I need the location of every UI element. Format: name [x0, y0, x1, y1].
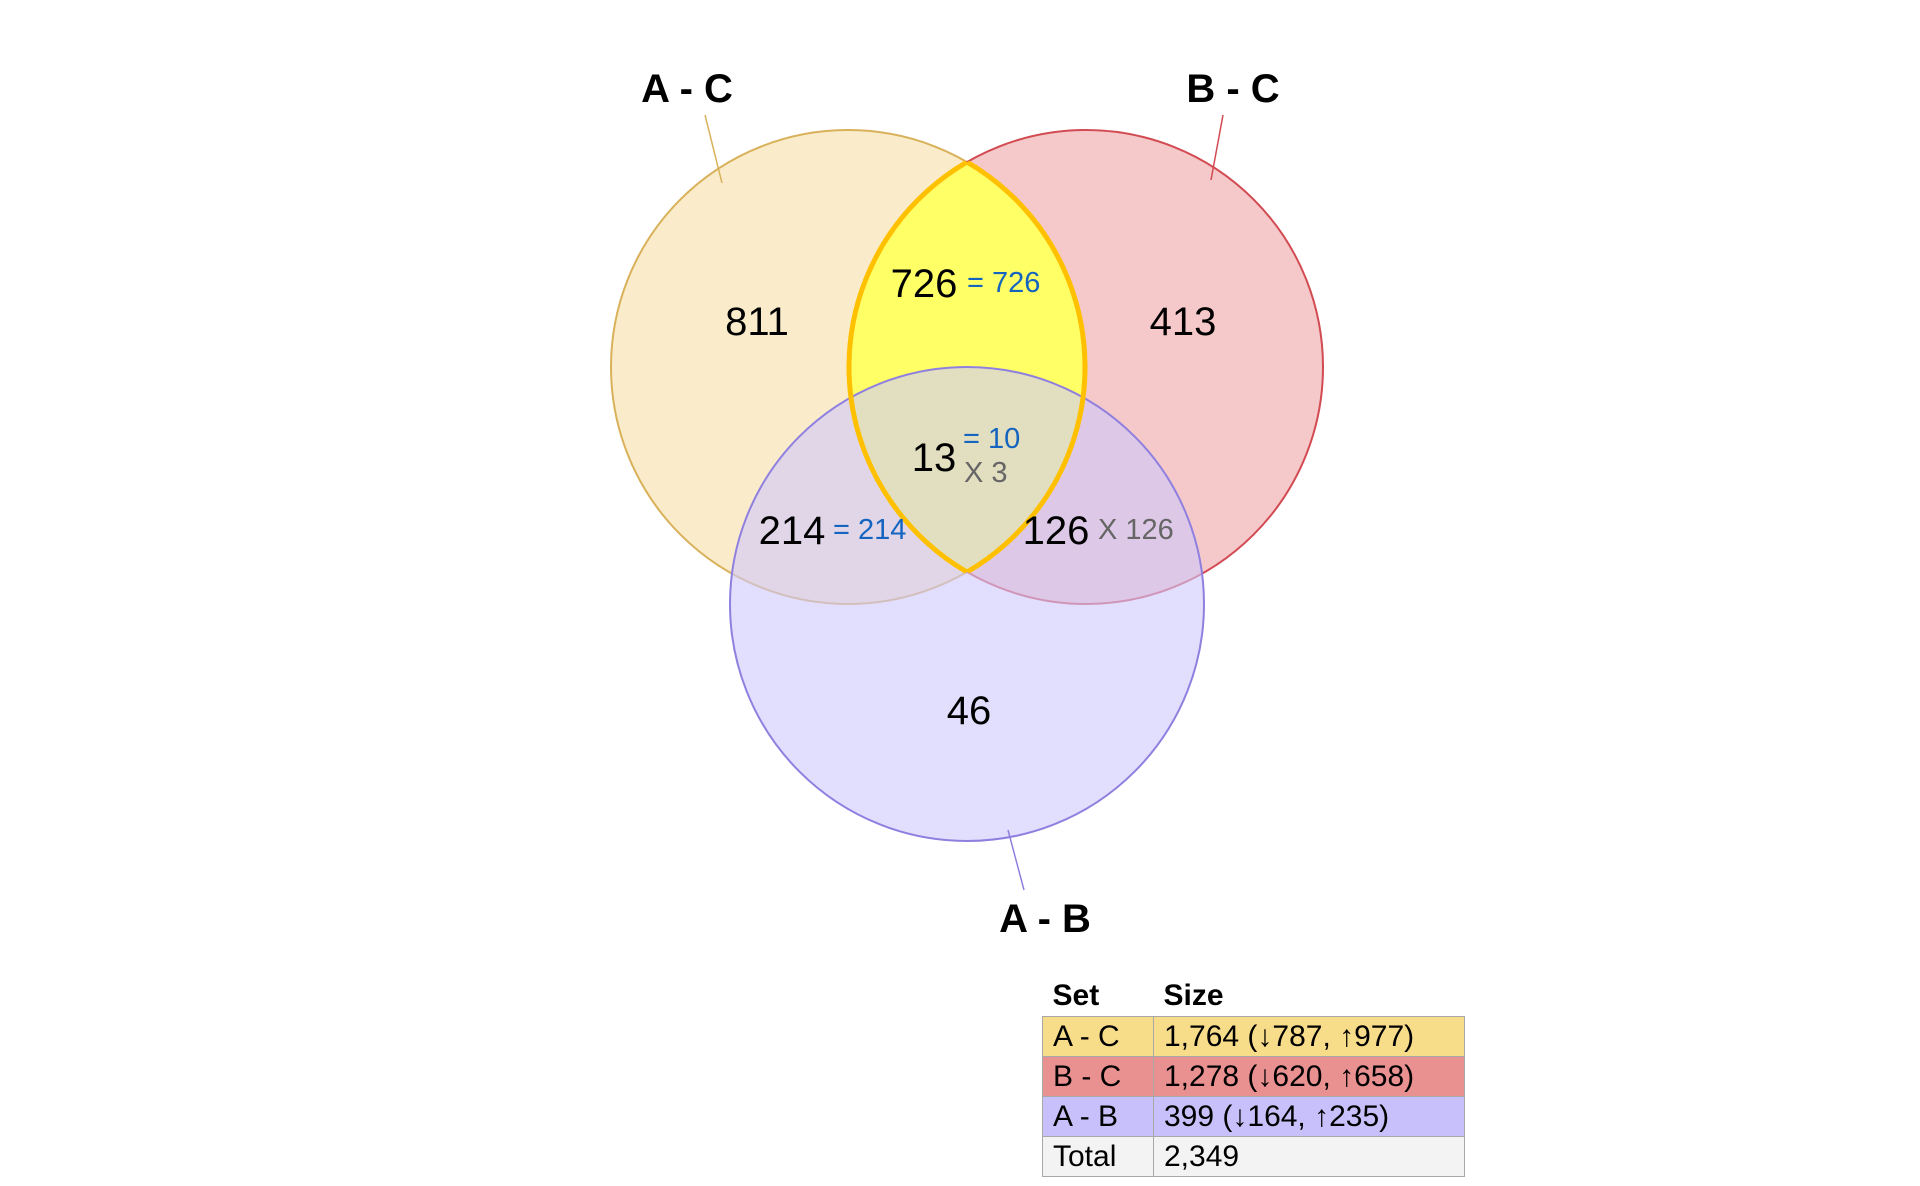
highlight-outline-bc-arc [846, 130, 1085, 604]
leader-line-bc [1210, 114, 1224, 181]
region-count-bc-ab: 126 [1023, 509, 1090, 553]
region-equal-ac-bc: = 726 [967, 267, 1040, 299]
row-set-size: 399 (↓164, ↑235) [1153, 1096, 1465, 1137]
set-label-ac: A - C [641, 67, 733, 111]
table-header-row: Set Size [1043, 976, 1465, 1017]
row-set-size: 1,278 (↓620, ↑658) [1153, 1056, 1465, 1097]
set-circle-ab [729, 366, 1205, 842]
table-row: Total 2,349 [1042, 1136, 1465, 1177]
table-row: A - C 1,764 (↓787, ↑977) [1042, 1016, 1465, 1057]
set-label-bc: B - C [1186, 67, 1279, 111]
header-set: Set [1052, 979, 1100, 1012]
row-total-label: Total [1042, 1136, 1154, 1177]
region-count-ab-only: 46 [947, 689, 992, 733]
venn-diagram: A - C B - C A - B 811 413 46 726 = 726 2… [610, 67, 1324, 941]
table-row: B - C 1,278 (↓620, ↑658) [1042, 1056, 1465, 1097]
region-count-ac-only: 811 [725, 300, 789, 344]
region-count-ac-ab: 214 [759, 509, 826, 553]
leader-line-ac [704, 114, 723, 184]
region-opposite-bc-ab: X 126 [1098, 514, 1174, 546]
row-set-name: A - B [1042, 1096, 1154, 1137]
row-set-size: 1,764 (↓787, ↑977) [1153, 1016, 1465, 1057]
region-equal-all: = 10 [963, 423, 1020, 455]
leader-line-ab [1007, 829, 1025, 891]
highlight-outline-ac-arc [849, 130, 1088, 604]
region-opposite-all: X 3 [964, 457, 1008, 489]
row-set-name: B - C [1042, 1056, 1154, 1097]
row-set-name: A - C [1042, 1016, 1154, 1057]
row-total-size: 2,349 [1153, 1136, 1465, 1177]
table-row: A - B 399 (↓164, ↑235) [1042, 1096, 1465, 1137]
region-count-bc-only: 413 [1150, 300, 1217, 344]
region-count-all: 13 [912, 436, 957, 480]
region-count-ac-bc: 726 [891, 262, 958, 306]
region-equal-ac-ab: = 214 [833, 514, 906, 546]
set-label-ab: A - B [999, 897, 1091, 941]
set-size-table: Set Size A - C 1,764 (↓787, ↑977) B - C … [1042, 976, 1465, 1177]
header-size: Size [1163, 979, 1224, 1012]
